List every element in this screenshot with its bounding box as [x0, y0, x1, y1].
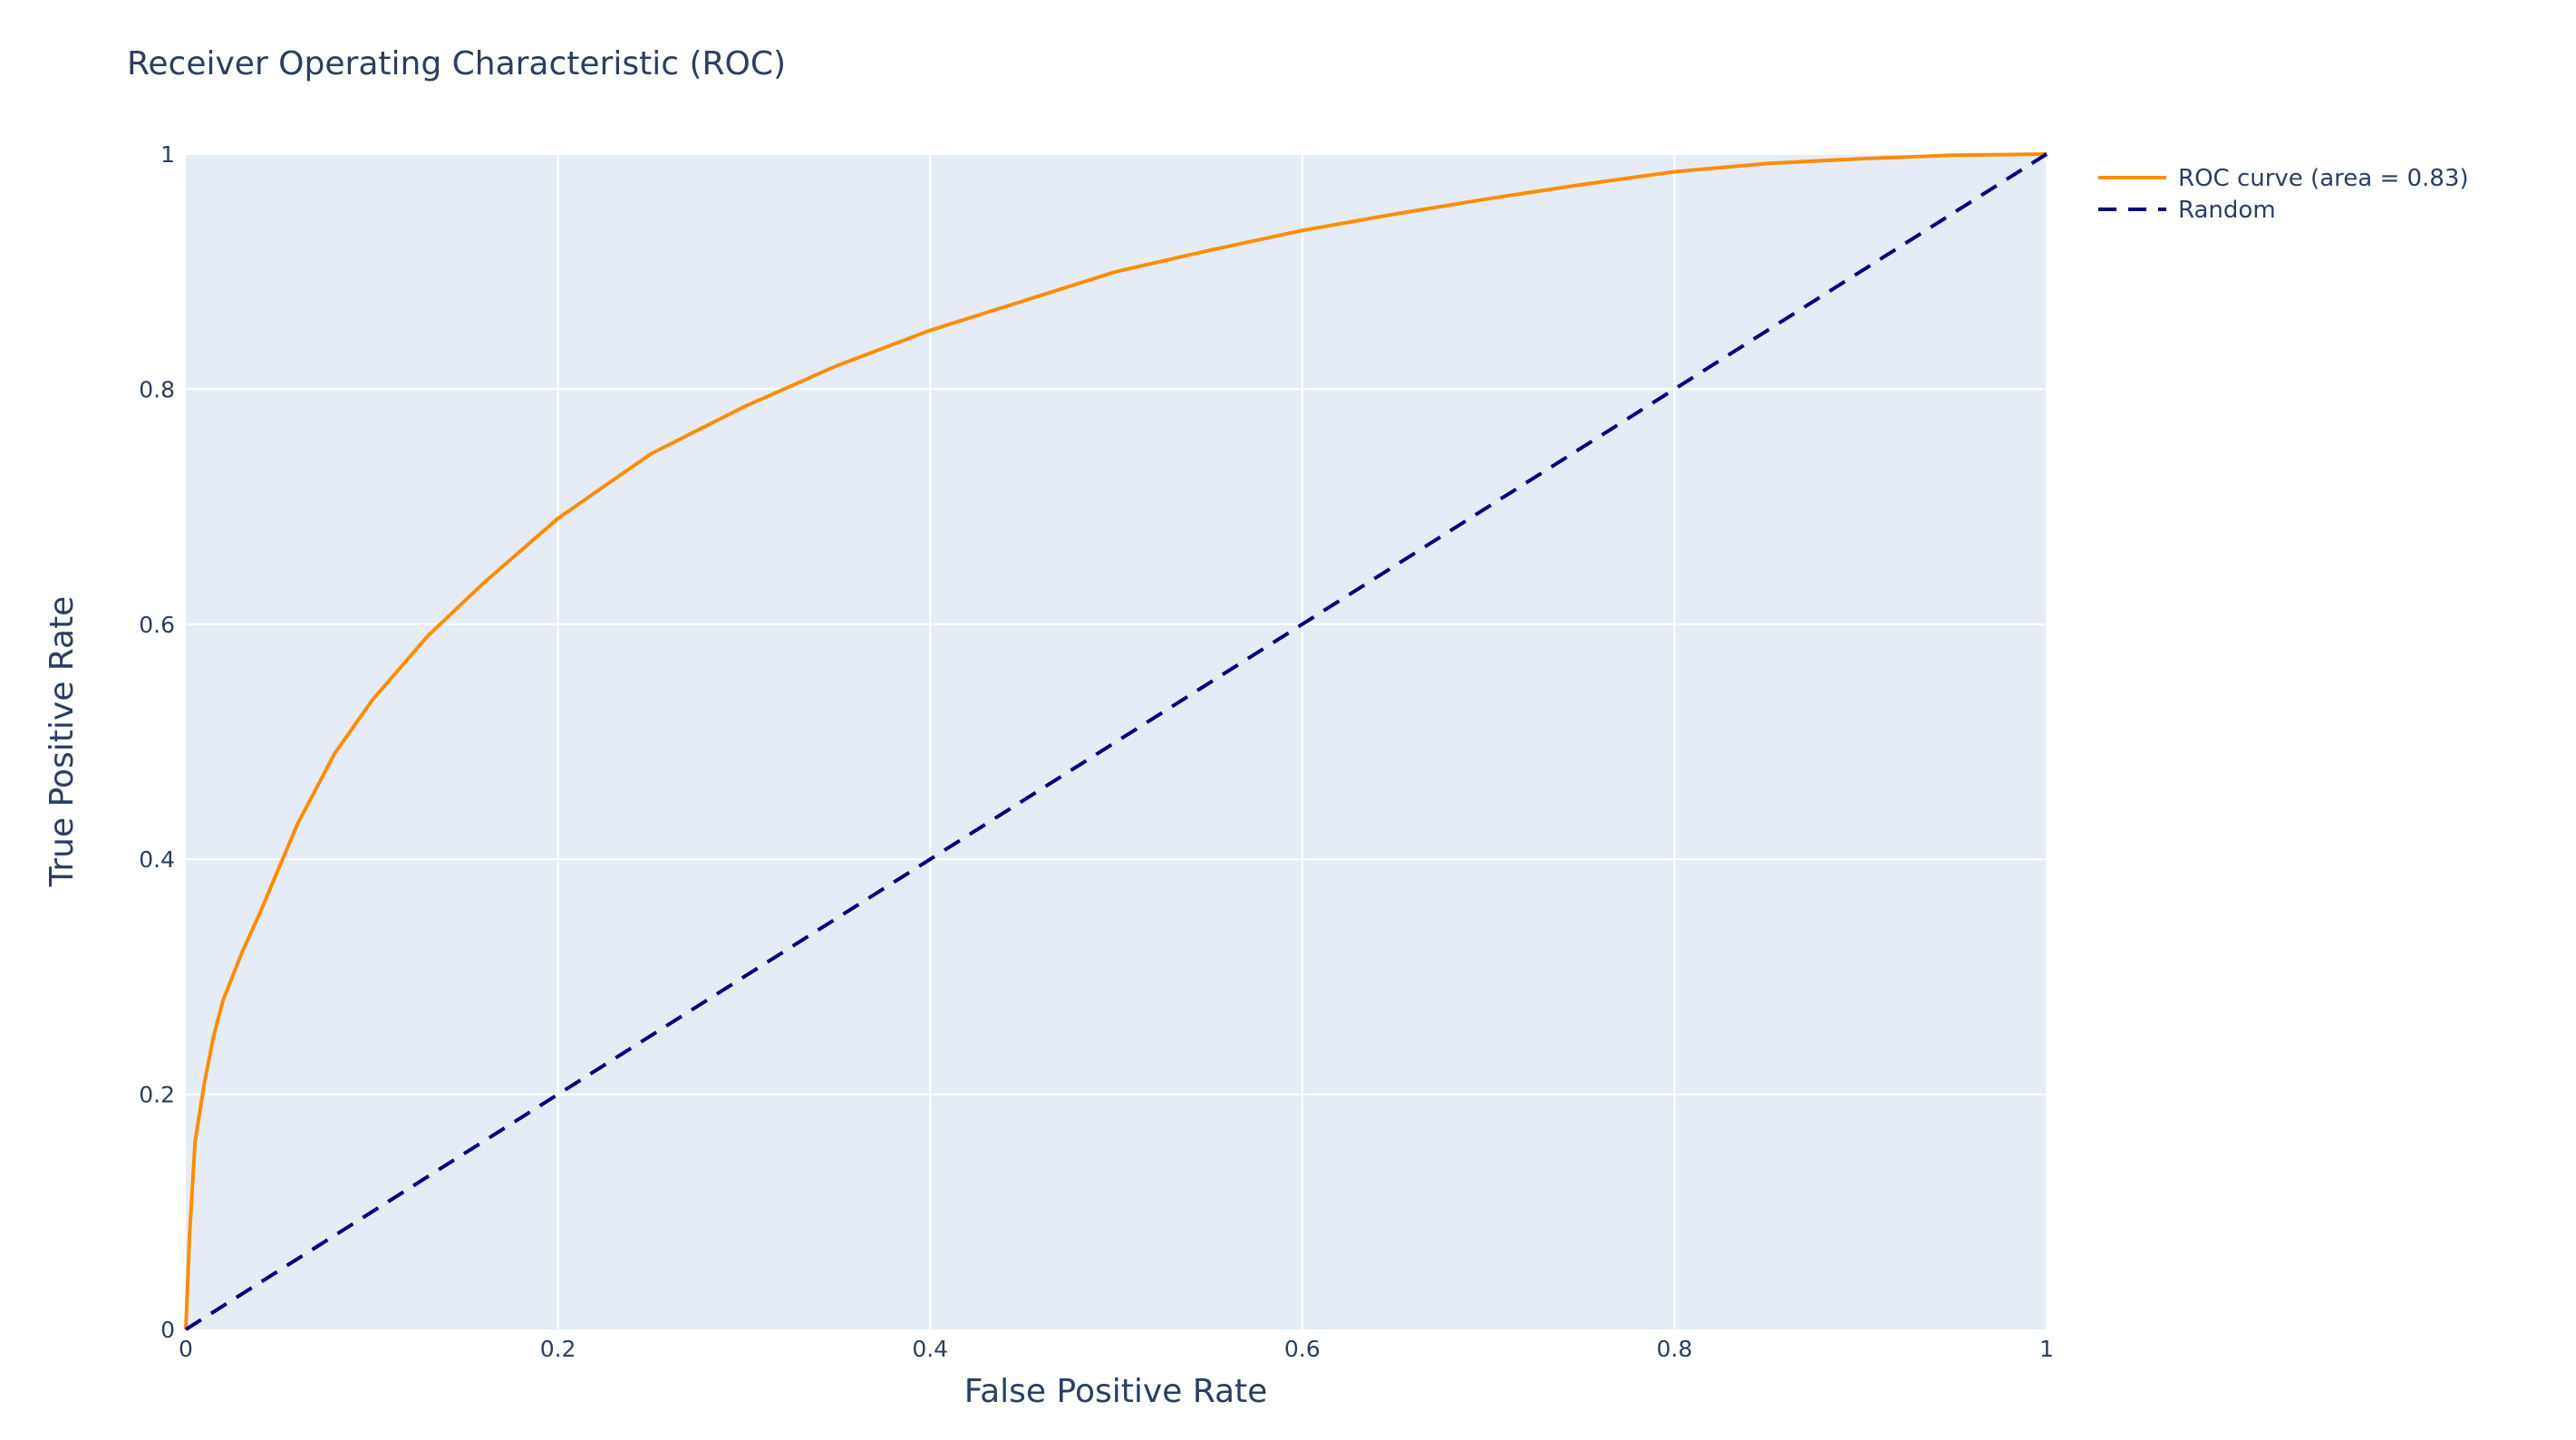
legend-item-random[interactable]: Random — [2098, 197, 2276, 224]
legend-label: Random — [2178, 197, 2276, 224]
y-tick-label: 0.4 — [139, 846, 175, 873]
gridlines — [186, 153, 2048, 1329]
legend-item-roc-curve[interactable]: ROC curve (area = 0.83) — [2098, 165, 2469, 192]
y-tick-label: 0.6 — [139, 612, 175, 638]
x-tick-label: 1 — [2039, 1336, 2054, 1362]
x-tick-label: 0.8 — [1657, 1336, 1693, 1362]
x-axis-title: False Positive Rate — [964, 1373, 1268, 1410]
y-tick-label: 0.8 — [139, 376, 175, 402]
x-tick-label: 0 — [179, 1336, 193, 1362]
legend-label: ROC curve (area = 0.83) — [2178, 165, 2469, 192]
y-tick-label: 1 — [160, 141, 175, 168]
legend[interactable]: ROC curve (area = 0.83) Random — [2098, 165, 2469, 224]
chart-title: Receiver Operating Characteristic (ROC) — [127, 45, 786, 82]
x-tick-label: 0.6 — [1284, 1336, 1321, 1362]
tick-labels: 0 0.2 0.4 0.6 0.8 1 0 0.2 0.4 0.6 0.8 1 — [139, 141, 2054, 1362]
y-axis-title: True Positive Rate — [44, 596, 81, 888]
x-tick-label: 0.4 — [912, 1336, 948, 1362]
series-layer — [184, 152, 2048, 1331]
y-tick-label: 0.2 — [139, 1082, 175, 1108]
y-tick-label: 0 — [160, 1317, 175, 1343]
x-tick-label: 0.2 — [540, 1336, 576, 1362]
roc-curve-line — [184, 152, 2048, 1330]
random-baseline-line — [184, 152, 2048, 1331]
